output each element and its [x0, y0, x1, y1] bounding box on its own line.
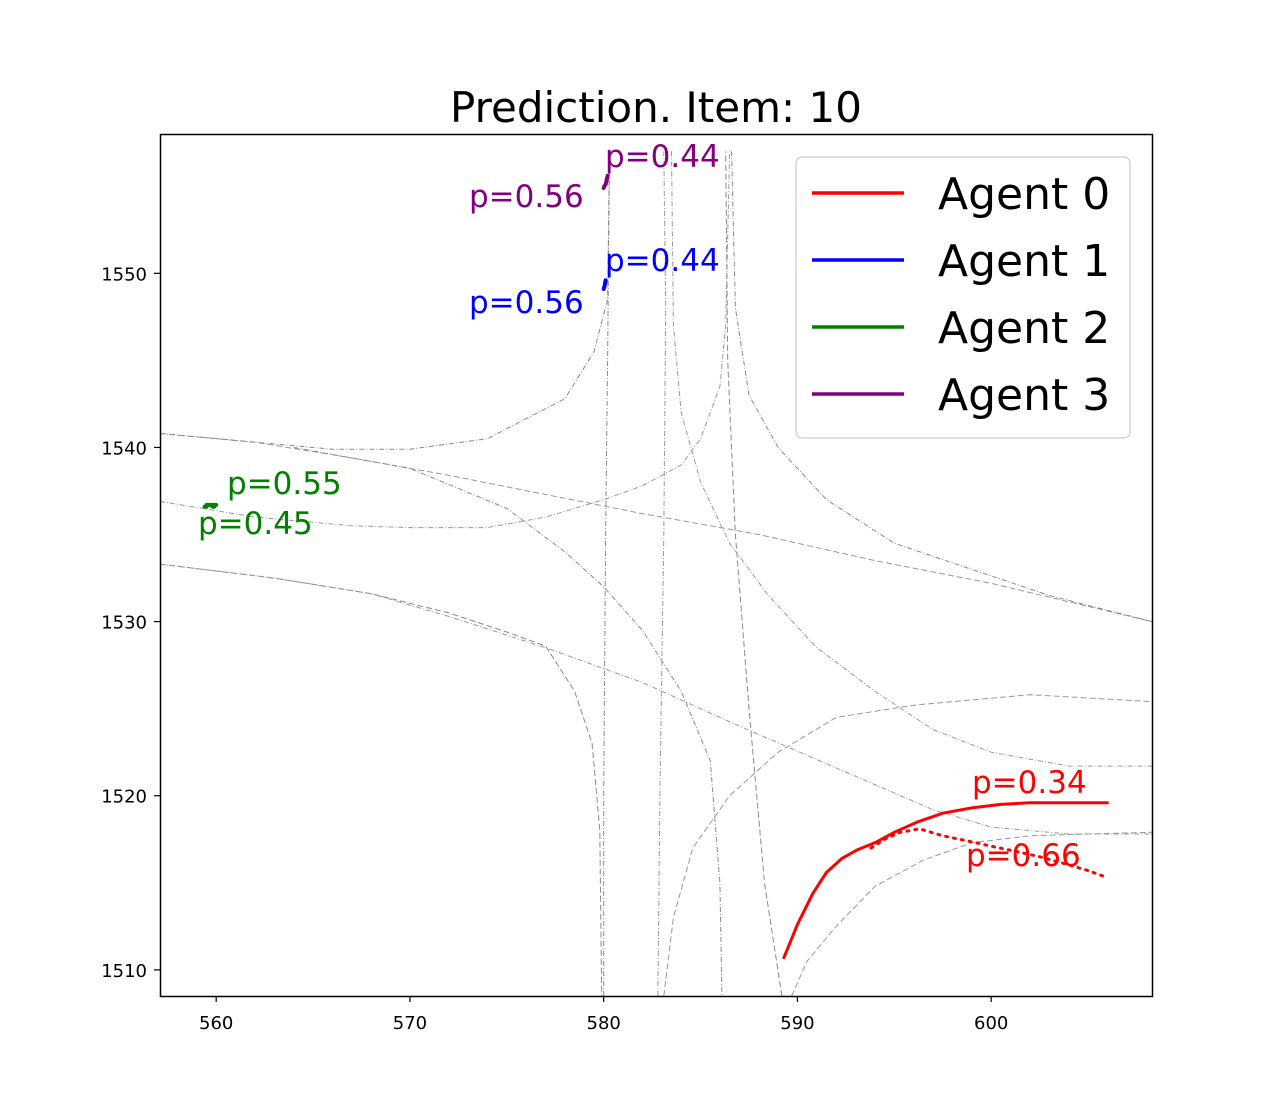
lane-line	[725, 151, 783, 997]
lane-line	[293, 447, 723, 997]
x-tick-label: 580	[587, 1013, 621, 1034]
trajectory-agent-1-mode-1	[601, 283, 607, 291]
legend-label: Agent 0	[938, 169, 1110, 220]
probability-label: p=0.44	[605, 243, 720, 279]
lane-line	[159, 151, 731, 529]
lane-line	[731, 151, 1153, 623]
y-tick-label: 1550	[101, 264, 147, 285]
x-tick-label: 600	[974, 1013, 1008, 1034]
lane-line	[663, 694, 1153, 997]
trajectory-agent-3-mode-0	[603, 173, 610, 187]
legend-label: Agent 1	[938, 236, 1110, 287]
trajectory-agent-1-mode-0	[602, 278, 608, 288]
x-tick-label: 570	[393, 1013, 427, 1034]
probability-label: p=0.56	[469, 285, 584, 321]
legend-box	[795, 156, 1131, 439]
probability-label: p=0.34	[972, 765, 1087, 801]
x-tick-label: 590	[780, 1013, 814, 1034]
legend-label: Agent 2	[938, 303, 1110, 354]
probability-label: p=0.66	[966, 838, 1081, 874]
trajectory-agent-3-mode-1	[601, 180, 608, 190]
lane-line	[159, 563, 603, 997]
legend-label: Agent 3	[938, 370, 1110, 421]
probability-label: p=0.56	[469, 179, 584, 215]
legend: Agent 0 Agent 1 Agent 2 Agent 3	[795, 156, 1131, 439]
x-tick-label: 560	[199, 1013, 233, 1034]
probability-labels: p=0.34 p=0.66 p=0.44 p=0.56 p=0.55 p=0.45 p=0.…	[198, 139, 1087, 874]
lane-line	[603, 151, 610, 996]
probability-label: p=0.45	[198, 506, 313, 542]
y-tick-label: 1530	[101, 613, 147, 634]
trajectory-agent-0-mode-0	[782, 801, 1109, 960]
lane-line	[159, 151, 610, 450]
chart-title: Prediction. Item: 10	[450, 83, 862, 132]
trajectories	[202, 173, 1109, 960]
lane-line	[159, 563, 1152, 835]
lane-line	[159, 433, 1153, 623]
lane-line	[657, 151, 667, 997]
lane-line	[791, 831, 1153, 997]
probability-label: p=0.55	[227, 466, 342, 502]
trajectory-agent-0-mode-1	[869, 827, 1109, 880]
y-tick-label: 1510	[101, 961, 147, 982]
probability-label: p=0.44	[605, 139, 720, 175]
map-lanes	[159, 151, 1153, 997]
y-tick-label: 1540	[101, 438, 147, 459]
y-tick-label: 1520	[101, 787, 147, 808]
y-axis: 1510 1520 1530 1540 1550	[101, 264, 160, 982]
x-axis: 560 570 580 590 600	[199, 996, 1008, 1034]
plot-frame	[159, 133, 1154, 998]
lane-line	[671, 151, 1152, 767]
